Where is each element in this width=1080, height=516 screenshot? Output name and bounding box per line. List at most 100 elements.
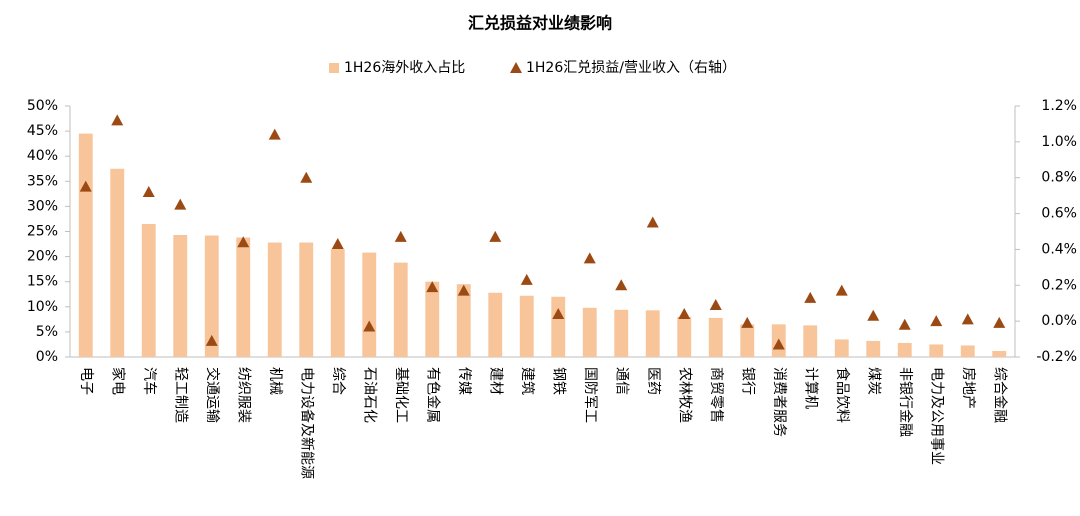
y-tick-label: 5%	[36, 324, 58, 340]
bar	[204, 235, 219, 357]
bar	[393, 262, 408, 357]
x-tick-label: 非银行金融	[897, 367, 913, 437]
bar	[110, 168, 125, 357]
triangle-marker	[142, 186, 155, 198]
x-tick-label: 传媒	[456, 367, 472, 395]
triangle-marker	[426, 281, 439, 293]
x-tick-label: 电力及公用事业	[928, 367, 944, 465]
triangle-marker	[678, 307, 691, 319]
y-tick-label: 40%	[27, 148, 58, 164]
y2-tick-label: 0.0%	[1041, 313, 1077, 329]
triangle-marker	[363, 320, 376, 332]
x-tick-label: 食品饮料	[834, 367, 851, 423]
bar	[677, 316, 692, 357]
y2-tick-label: 0.2%	[1041, 277, 1077, 293]
y-tick-label: 50%	[27, 98, 58, 114]
x-tick-label: 综合金融	[991, 367, 1007, 423]
x-tick-label: 石油石化	[361, 367, 377, 423]
triangle-marker	[331, 238, 344, 250]
y-tick-label: 10%	[27, 299, 58, 315]
x-tick-label: 钢铁	[550, 367, 566, 395]
y-tick-label: 25%	[27, 224, 58, 240]
triangle-marker	[930, 315, 943, 327]
x-tick-label: 机械	[267, 367, 283, 395]
bar	[740, 324, 755, 357]
triangle-marker	[394, 230, 407, 242]
y-tick-label: 45%	[27, 123, 58, 139]
triangle-marker	[835, 284, 848, 296]
y2-tick-label: 1.2%	[1041, 98, 1077, 114]
legend-swatch	[329, 63, 339, 73]
triangle-marker	[583, 252, 596, 264]
x-tick-label: 交通运输	[204, 367, 221, 423]
x-tick-label: 房地产	[960, 367, 976, 409]
x-tick-label: 通信	[613, 367, 629, 395]
x-tick-label: 电子	[78, 367, 94, 395]
chart-title: 汇兑损益对业绩影响	[468, 14, 612, 33]
x-tick-label: 计算机	[802, 367, 818, 409]
x-tick-label: 有色金属	[424, 367, 441, 423]
y-tick-label: 35%	[27, 173, 58, 189]
bar	[488, 292, 503, 357]
bar	[551, 296, 566, 357]
x-tick-label: 建筑	[519, 367, 535, 395]
y-tick-label: 30%	[27, 198, 58, 214]
x-tick-label: 建材	[487, 367, 503, 395]
bar	[330, 249, 345, 357]
x-tick-label: 电力设备及新能源	[298, 367, 315, 479]
triangle-marker	[615, 279, 628, 291]
bar	[834, 339, 849, 357]
bar	[173, 235, 188, 357]
bar	[708, 317, 723, 357]
bar	[519, 295, 534, 357]
x-tick-label: 纺织服装	[235, 367, 251, 423]
bar	[960, 345, 975, 357]
bar	[582, 307, 597, 357]
legend-label: 1H26汇兑损益/营业收入（右轴）	[526, 60, 736, 76]
y2-tick-label: 1.0%	[1041, 134, 1077, 150]
bar	[803, 325, 818, 357]
x-tick-label: 农林牧渔	[676, 367, 692, 423]
triangle-marker	[489, 230, 502, 242]
bar	[929, 344, 944, 357]
bar	[141, 223, 156, 357]
triangle-marker	[111, 114, 124, 126]
y2-tick-label: 0.8%	[1041, 170, 1077, 186]
x-tick-label: 基础化工	[393, 367, 410, 423]
triangle-marker	[867, 309, 880, 321]
bar	[897, 342, 912, 357]
x-tick-label: 医药	[645, 367, 661, 395]
triangle-marker	[993, 316, 1006, 328]
triangle-marker	[174, 198, 187, 210]
x-tick-label: 轻工制造	[172, 367, 188, 423]
triangle-marker	[79, 180, 92, 192]
triangle-marker	[520, 273, 533, 285]
x-tick-label: 汽车	[141, 367, 158, 395]
triangle-marker	[300, 171, 313, 183]
triangle-marker	[961, 313, 974, 325]
bar	[362, 252, 377, 357]
x-tick-label: 家电	[109, 367, 126, 395]
legend-label: 1H26海外收入占比	[344, 60, 465, 76]
y2-tick-label: -0.2%	[1036, 349, 1077, 365]
y-tick-label: 20%	[27, 249, 58, 265]
x-tick-label: 银行	[739, 367, 755, 395]
triangle-marker	[457, 284, 470, 296]
triangle-marker	[898, 318, 911, 330]
bar	[456, 284, 471, 357]
bar	[866, 340, 881, 357]
x-tick-label: 消费者服务	[771, 367, 787, 437]
legend-swatch	[510, 62, 522, 73]
bar	[236, 237, 251, 357]
triangle-marker	[552, 307, 565, 319]
y-tick-label: 15%	[27, 274, 58, 290]
bar	[992, 350, 1007, 357]
triangle-marker	[268, 128, 281, 140]
x-tick-label: 国防军工	[582, 367, 598, 423]
bar	[645, 310, 660, 357]
y2-tick-label: 0.4%	[1041, 241, 1077, 257]
bar	[267, 242, 282, 357]
triangle-marker	[741, 316, 754, 328]
x-tick-label: 商贸零售	[708, 367, 724, 423]
